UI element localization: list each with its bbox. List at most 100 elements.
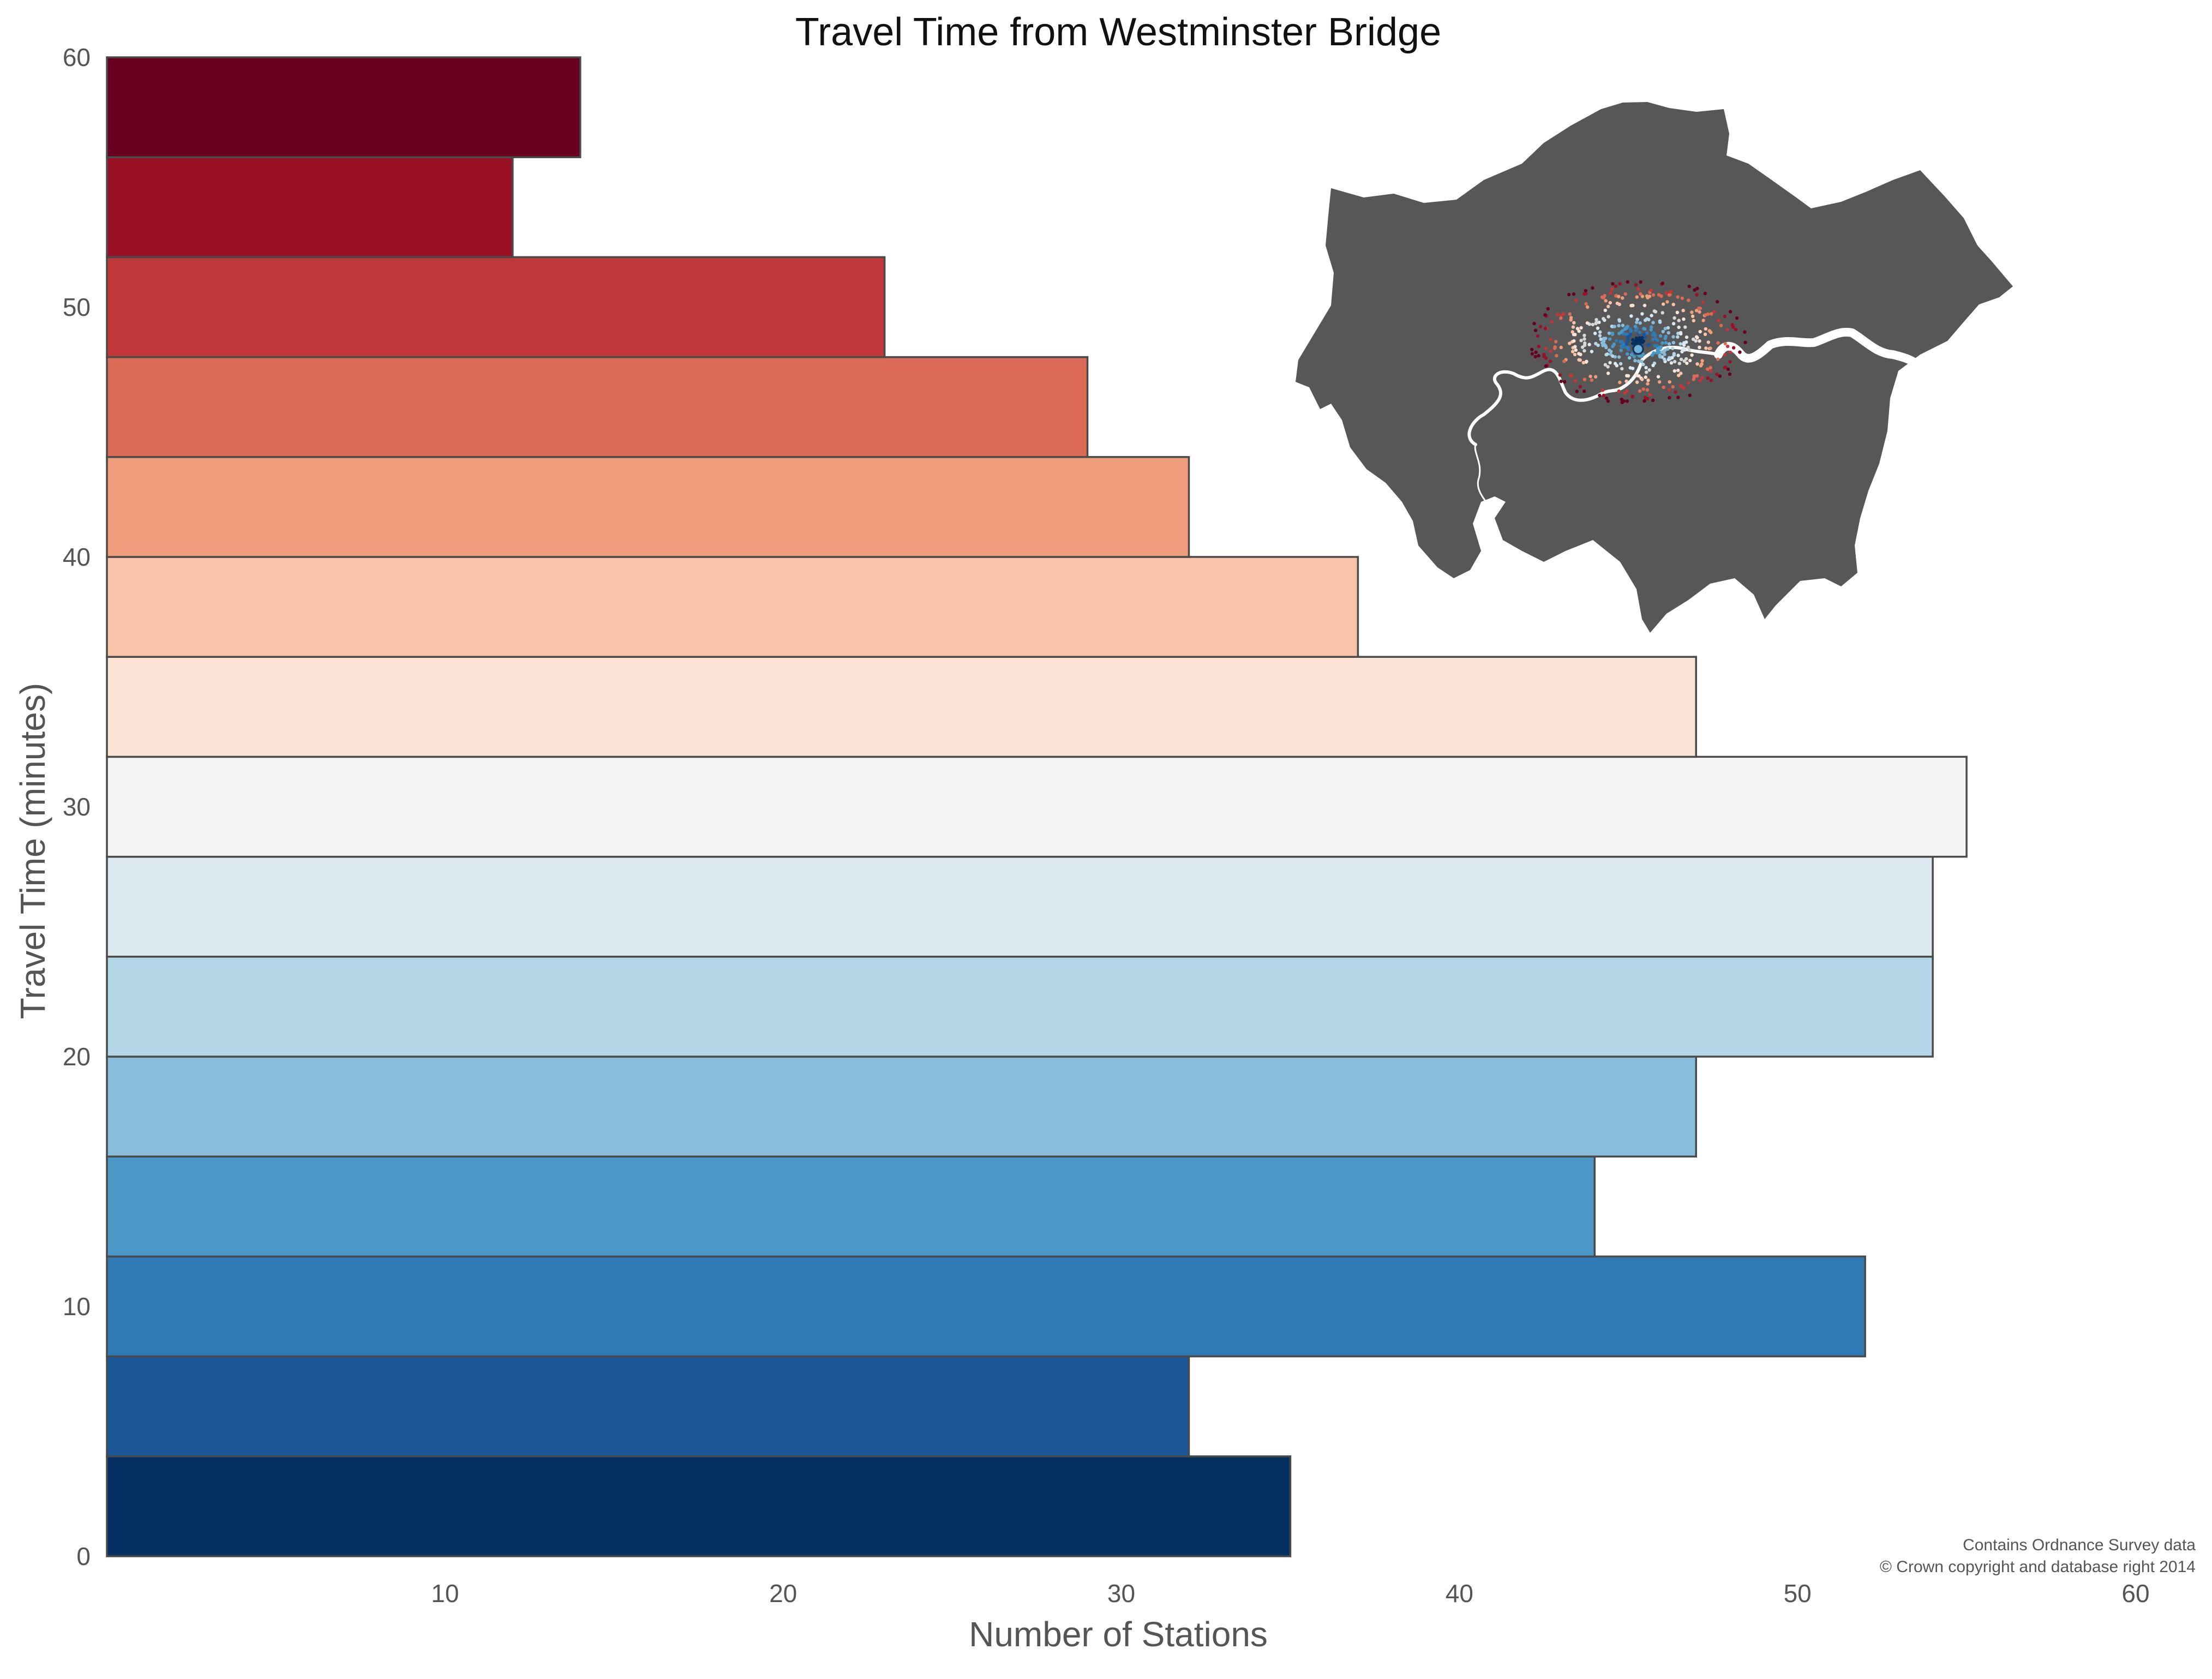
- station-dot: [1562, 380, 1567, 384]
- station-dot: [1652, 331, 1656, 334]
- station-dot: [1667, 331, 1670, 335]
- station-dot: [1571, 325, 1575, 329]
- station-dot: [1674, 390, 1677, 394]
- station-dot: [1656, 375, 1661, 379]
- station-dot: [1680, 296, 1684, 300]
- station-dot: [1533, 355, 1538, 359]
- station-dot: [1573, 345, 1577, 349]
- station-dot: [1690, 310, 1694, 314]
- station-dot: [1661, 311, 1664, 315]
- y-tick-label: 40: [63, 543, 91, 571]
- station-dot: [1698, 339, 1701, 343]
- station-dot: [1669, 361, 1674, 365]
- station-dot: [1704, 327, 1707, 331]
- station-dot: [1636, 359, 1640, 363]
- station-dot: [1715, 373, 1719, 376]
- station-dot: [1625, 399, 1629, 403]
- station-dot: [1636, 287, 1640, 291]
- station-dot: [1591, 286, 1594, 290]
- station-dot: [1671, 341, 1675, 345]
- station-dot: [1642, 399, 1646, 403]
- station-dot: [1676, 368, 1680, 373]
- station-dot: [1695, 293, 1699, 297]
- station-dot: [1570, 350, 1575, 353]
- station-dot: [1567, 292, 1571, 297]
- station-dot: [1621, 323, 1625, 327]
- bar-12: [106, 256, 886, 358]
- station-dot: [1613, 362, 1617, 365]
- station-dot: [1572, 321, 1576, 325]
- station-dot: [1644, 365, 1648, 370]
- station-dot: [1726, 367, 1730, 371]
- station-dot: [1605, 396, 1609, 400]
- station-dot: [1695, 374, 1699, 378]
- station-dot: [1600, 295, 1604, 299]
- station-dot: [1723, 365, 1728, 369]
- station-dot: [1649, 288, 1653, 292]
- station-dot: [1670, 356, 1674, 359]
- station-dot: [1596, 343, 1600, 347]
- station-dot: [1731, 346, 1736, 350]
- station-dot: [1577, 329, 1581, 333]
- station-dot: [1607, 348, 1611, 352]
- station-dot: [1604, 299, 1608, 303]
- station-dots: [1530, 280, 1747, 404]
- station-dot: [1542, 353, 1546, 357]
- station-dot: [1662, 385, 1665, 389]
- station-dot: [1677, 325, 1681, 329]
- station-dot: [1568, 341, 1572, 345]
- station-dot: [1608, 361, 1612, 365]
- station-dot: [1594, 317, 1598, 322]
- station-dot: [1617, 295, 1621, 298]
- london-inset-map: [1296, 102, 2013, 633]
- station-dot: [1676, 331, 1680, 335]
- station-dot: [1698, 329, 1702, 334]
- station-dot: [1544, 346, 1548, 350]
- station-dot: [1578, 385, 1582, 389]
- station-dot: [1631, 341, 1635, 345]
- x-tick-label: 10: [431, 1579, 459, 1608]
- station-dot: [1671, 335, 1675, 339]
- station-dot: [1614, 339, 1618, 343]
- station-dot: [1688, 393, 1692, 397]
- station-dot: [1644, 375, 1647, 379]
- station-dot: [1651, 398, 1655, 402]
- station-dot: [1692, 319, 1695, 322]
- y-axis-label: Travel Time (minutes): [13, 683, 52, 1019]
- station-dot: [1556, 313, 1560, 316]
- station-dot: [1692, 374, 1696, 378]
- station-dot: [1593, 332, 1597, 335]
- station-dot: [1543, 326, 1548, 331]
- station-dot: [1638, 389, 1642, 393]
- station-dot: [1695, 362, 1699, 366]
- station-dot: [1682, 317, 1686, 321]
- station-dot: [1606, 371, 1610, 375]
- station-dot: [1666, 326, 1670, 330]
- station-dot: [1651, 293, 1656, 297]
- station-dot: [1574, 348, 1578, 352]
- station-dot: [1610, 287, 1614, 291]
- station-dot: [1645, 388, 1650, 392]
- station-dot: [1639, 340, 1643, 344]
- station-dot: [1537, 344, 1540, 349]
- bar-7: [106, 755, 1968, 858]
- station-dot: [1668, 356, 1671, 360]
- station-dot: [1647, 368, 1651, 372]
- station-dot: [1624, 342, 1629, 346]
- station-dot: [1543, 313, 1547, 317]
- attribution-line-2: © Crown copyright and database right 201…: [1880, 1558, 2196, 1576]
- station-dot: [1637, 374, 1641, 378]
- station-dot: [1590, 350, 1594, 353]
- station-dot: [1621, 296, 1624, 300]
- station-dot: [1581, 361, 1585, 364]
- station-dot: [1603, 363, 1608, 367]
- station-dot: [1672, 353, 1676, 357]
- station-dot: [1693, 288, 1697, 292]
- station-dot: [1618, 340, 1622, 344]
- station-dot: [1641, 387, 1645, 391]
- chart-title: Travel Time from Westminster Bridge: [795, 10, 1441, 54]
- station-dot: [1614, 294, 1618, 298]
- station-dot: [1645, 370, 1648, 374]
- station-dot: [1687, 381, 1691, 385]
- station-dot: [1599, 337, 1603, 341]
